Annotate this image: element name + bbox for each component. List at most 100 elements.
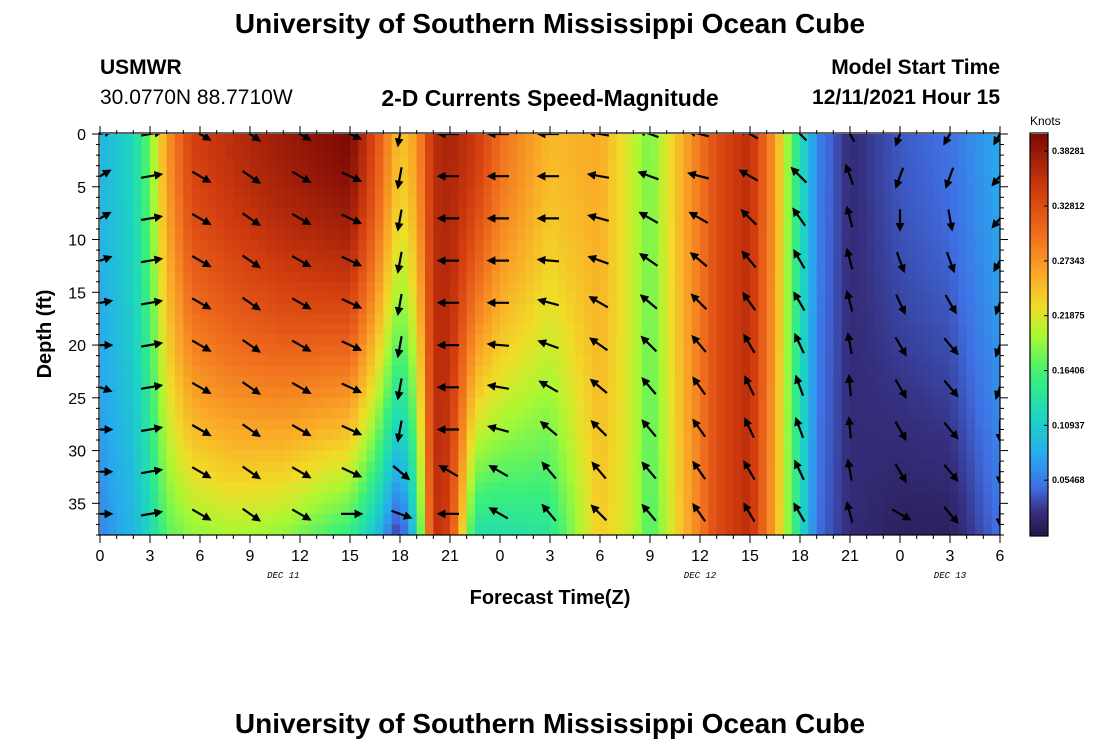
heatmap-cell <box>125 450 134 462</box>
heatmap-cell <box>508 366 518 378</box>
heatmap-cell <box>858 450 868 462</box>
heatmap-cell <box>258 239 268 251</box>
heatmap-cell <box>616 387 626 399</box>
heatmap-cell <box>333 218 343 230</box>
heatmap-cell <box>766 418 776 431</box>
heatmap-cell <box>566 408 576 420</box>
heatmap-cell <box>683 144 693 156</box>
heatmap-cell <box>941 440 951 452</box>
heatmap-cell <box>158 207 168 220</box>
heatmap-cell <box>975 513 984 526</box>
heatmap-cell <box>975 313 984 325</box>
heatmap-cell <box>450 408 459 420</box>
heatmap-cell <box>166 302 176 314</box>
heatmap-cell <box>666 281 676 293</box>
heatmap-cell <box>458 144 468 156</box>
heatmap-cell <box>716 134 726 146</box>
heatmap-cell <box>208 366 218 378</box>
heatmap-cell <box>991 355 1000 367</box>
heatmap-cell <box>941 239 951 251</box>
heatmap-cell <box>900 492 909 504</box>
heatmap-cell <box>966 155 976 167</box>
heatmap-cell <box>425 334 434 346</box>
heatmap-cell <box>325 461 334 473</box>
heatmap-cell <box>150 176 159 188</box>
heatmap-cell <box>800 239 809 251</box>
heatmap-cell <box>408 302 418 314</box>
heatmap-cell <box>191 228 201 241</box>
heatmap-cell <box>350 144 359 156</box>
heatmap-cell <box>183 524 193 535</box>
heatmap-cell <box>975 471 984 483</box>
heatmap-cell <box>100 334 109 346</box>
heatmap-cell <box>266 387 276 399</box>
heatmap-cell <box>116 144 126 156</box>
heatmap-cell <box>758 281 768 293</box>
heatmap-cell <box>658 345 668 357</box>
heatmap-cell <box>975 239 984 251</box>
heatmap-cell <box>225 440 234 452</box>
current-vector <box>692 460 707 480</box>
heatmap-cell <box>116 228 126 241</box>
heatmap-cell <box>900 271 909 283</box>
current-vector <box>241 507 262 522</box>
heatmap-cell <box>375 134 384 146</box>
heatmap-cell <box>875 207 884 220</box>
heatmap-cell <box>233 513 243 526</box>
heatmap-cell <box>841 440 851 452</box>
heatmap-cell <box>983 471 993 483</box>
heatmap-cell <box>616 429 626 441</box>
heatmap-cell <box>233 440 243 452</box>
heatmap-cell <box>600 250 609 262</box>
heatmap-cell <box>825 345 834 357</box>
heatmap-cell <box>808 144 818 156</box>
heatmap-cell <box>841 397 851 409</box>
heatmap-cell <box>683 218 693 230</box>
heatmap-cell <box>541 155 551 167</box>
heatmap-cell <box>566 250 576 262</box>
heatmap-cell <box>183 366 193 378</box>
heatmap-cell <box>866 418 876 431</box>
heatmap-cell <box>266 492 276 504</box>
heatmap-cell <box>475 387 484 399</box>
heatmap-cell <box>866 176 876 188</box>
current-vector <box>541 503 557 522</box>
heatmap-cell <box>575 313 584 325</box>
heatmap-cell <box>991 397 1000 409</box>
heatmap-cell <box>625 418 634 431</box>
heatmap-cell <box>650 450 659 462</box>
heatmap-cell <box>733 239 743 251</box>
heatmap-cell <box>816 366 826 378</box>
heatmap-cell <box>875 387 884 399</box>
heatmap-cell <box>808 186 818 198</box>
heatmap-cell <box>400 197 409 209</box>
heatmap-cell <box>516 260 526 272</box>
heatmap-cell <box>933 524 943 535</box>
heatmap-cell <box>591 513 601 526</box>
heatmap-cell <box>808 260 818 272</box>
heatmap-cell <box>341 440 351 452</box>
heatmap-cell <box>108 503 118 515</box>
heatmap-cell <box>408 281 418 293</box>
heatmap-cell <box>816 207 826 220</box>
heatmap-cell <box>183 134 193 146</box>
heatmap-cell <box>525 260 534 272</box>
heatmap-cell <box>375 302 384 314</box>
heatmap-cell <box>291 387 301 399</box>
current-vector <box>590 504 608 522</box>
heatmap-cell <box>400 144 409 156</box>
current-vector <box>488 507 509 520</box>
heatmap-cell <box>191 408 201 420</box>
heatmap-cell <box>450 260 459 272</box>
heatmap-cell <box>666 355 676 367</box>
heatmap-cell <box>425 408 434 420</box>
heatmap-cell <box>491 345 501 357</box>
heatmap-cell <box>766 165 776 177</box>
heatmap-cell <box>758 292 768 304</box>
heatmap-cell <box>308 281 318 293</box>
heatmap-cell <box>433 239 443 251</box>
heatmap-cell <box>658 228 668 241</box>
heatmap-cell <box>808 513 818 526</box>
heatmap-cell <box>175 313 184 325</box>
heatmap-cell <box>483 334 493 346</box>
